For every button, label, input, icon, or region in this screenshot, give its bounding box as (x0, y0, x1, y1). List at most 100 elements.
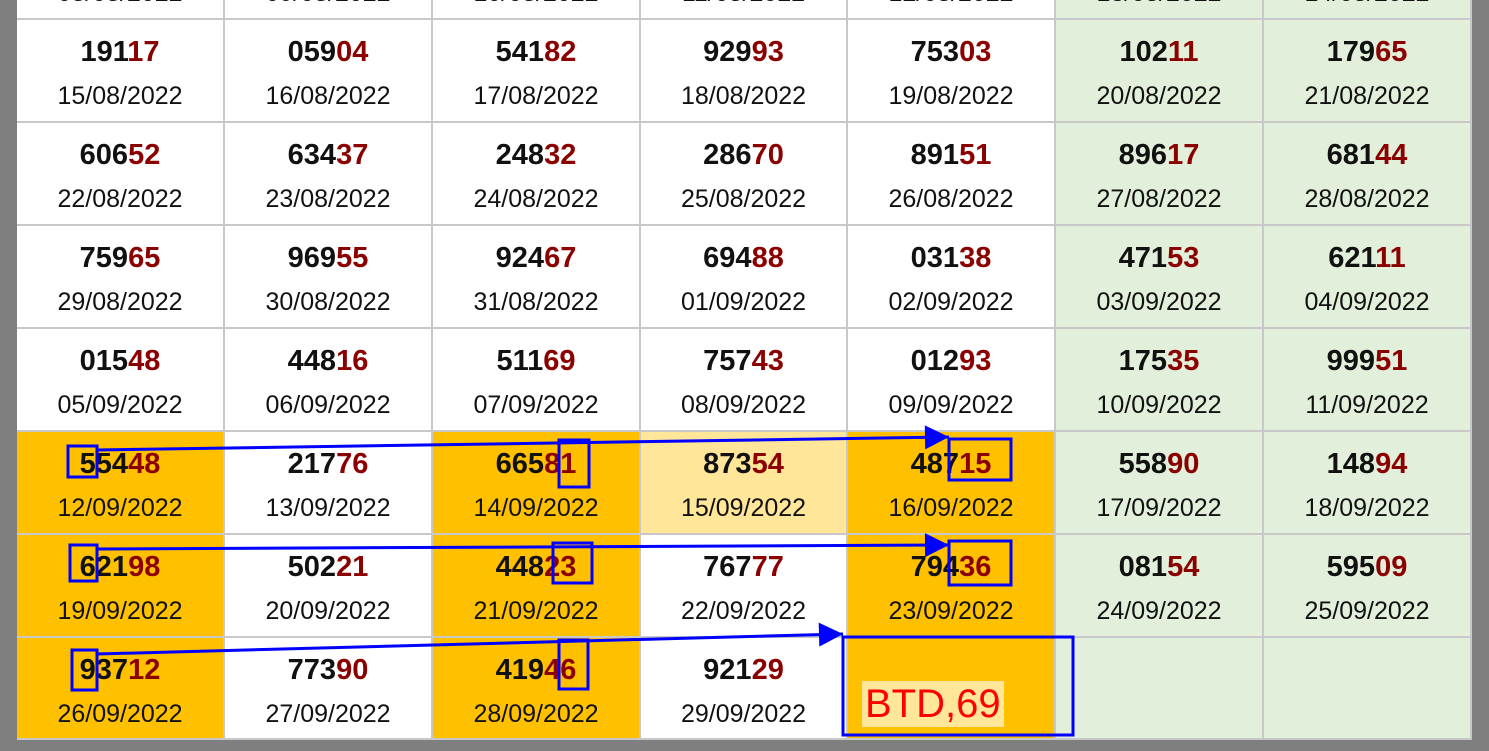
number-tail: 82 (544, 36, 577, 68)
number: 60652 (17, 139, 223, 171)
date: 16/08/2022 (265, 82, 391, 110)
number: 50221 (225, 551, 431, 583)
cell: 54182 17/08/2022 (433, 20, 641, 123)
date: 05/09/2022 (57, 391, 183, 419)
cell: 44823 21/09/2022 (433, 535, 641, 638)
number-tail: 77 (751, 551, 784, 583)
number: 68144 (1264, 139, 1470, 171)
number-head: 921 (703, 654, 752, 686)
number-head: 999 (1326, 345, 1376, 377)
date: 14/08/2022 (1264, 0, 1470, 8)
cell: 47153 03/09/2022 (1056, 226, 1264, 329)
number-tail: 35 (1167, 345, 1200, 377)
number: 76777 (641, 551, 846, 583)
number-head: 694 (703, 242, 752, 274)
date: 01/09/2022 (680, 288, 807, 316)
number-tail: 98 (128, 551, 161, 583)
cell: 41946 28/09/2022 (433, 638, 641, 740)
number-head: 448 (287, 345, 337, 377)
date: 24/09/2022 (1096, 597, 1222, 625)
number: 69488 (641, 242, 846, 274)
number-tail: 23 (544, 551, 577, 583)
number-head: 541 (495, 36, 545, 68)
arrows (96, 425, 950, 656)
number-head: 419 (495, 654, 545, 686)
number: 92467 (433, 242, 639, 274)
number: 19117 (17, 36, 223, 68)
number: 62198 (17, 551, 223, 583)
number-tail: 44 (1375, 139, 1408, 171)
number-tail: 88 (751, 242, 784, 274)
number-head: 634 (287, 139, 337, 171)
number-tail: 09 (1375, 551, 1408, 583)
number: 92129 (641, 654, 846, 686)
cell: 19117 15/08/2022 (17, 20, 225, 123)
date: 11/08/2022 (641, 0, 846, 8)
number-tail: 12 (128, 654, 161, 686)
number-head: 081 (1118, 551, 1168, 583)
number: 44823 (433, 551, 639, 583)
number-tail: 36 (959, 551, 992, 583)
number-tail: 69 (543, 345, 576, 377)
number-tail: 94 (1375, 448, 1408, 480)
annotation: BTD,69 (862, 681, 1004, 727)
number-tail: 37 (336, 139, 369, 171)
cell: 75965 29/08/2022 (17, 226, 225, 329)
number-head: 924 (495, 242, 545, 274)
cell: 77390 27/09/2022 (225, 638, 433, 740)
number: 77390 (225, 654, 431, 686)
cell: 75303 19/08/2022 (848, 20, 1056, 123)
date: 08/08/2022 (17, 0, 223, 8)
number-head: 595 (1326, 551, 1376, 583)
date: 13/09/2022 (265, 494, 391, 522)
number: 51169 (433, 345, 639, 377)
number: 59509 (1264, 551, 1470, 583)
date: 04/09/2022 (1304, 288, 1430, 316)
number-tail: 43 (751, 345, 784, 377)
number-head: 891 (910, 139, 960, 171)
number-tail: 55 (336, 242, 369, 274)
number-head: 448 (495, 551, 545, 583)
date: 12/08/2022 (848, 0, 1054, 8)
date: 27/08/2022 (1096, 185, 1222, 213)
number-head: 937 (79, 654, 129, 686)
cell: 63437 23/08/2022 (225, 123, 433, 226)
cell: 50221 20/09/2022 (225, 535, 433, 638)
date: 17/08/2022 (473, 82, 599, 110)
cell: 24832 24/08/2022 (433, 123, 641, 226)
number-tail: 17 (127, 36, 160, 68)
number: 87354 (641, 448, 846, 480)
date: 20/09/2022 (265, 597, 391, 625)
number-tail: 51 (959, 139, 992, 171)
number: 03138 (848, 242, 1054, 274)
date: 07/09/2022 (473, 391, 599, 419)
number-head: 767 (703, 551, 752, 583)
number: 62111 (1264, 242, 1470, 274)
cell: 59509 25/09/2022 (1264, 535, 1472, 638)
date: 20/08/2022 (1096, 82, 1222, 110)
date: 25/09/2022 (1304, 597, 1430, 625)
cell: 99951 11/09/2022 (1264, 329, 1472, 432)
cell: 44816 06/09/2022 (225, 329, 433, 432)
number-head: 621 (1328, 242, 1376, 274)
date: 09/09/2022 (888, 391, 1014, 419)
cell: 01293 09/09/2022 (848, 329, 1056, 432)
number: 89617 (1056, 139, 1262, 171)
number-head: 102 (1119, 36, 1168, 68)
number: 47153 (1056, 242, 1262, 274)
number: 93712 (17, 654, 223, 686)
date: 18/09/2022 (1304, 494, 1430, 522)
cell: 21776 13/09/2022 (225, 432, 433, 535)
number-tail: 51 (1375, 345, 1408, 377)
number: 17535 (1056, 345, 1262, 377)
date: 09/08/2022 (225, 0, 431, 8)
number-head: 487 (910, 448, 960, 480)
number: 44816 (225, 345, 431, 377)
cell: 60652 22/08/2022 (17, 123, 225, 226)
number-tail: 53 (1167, 242, 1200, 274)
cell: 92467 31/08/2022 (433, 226, 641, 329)
number-head: 191 (80, 36, 128, 68)
cell: 14894 18/09/2022 (1264, 432, 1472, 535)
date: 08/09/2022 (680, 391, 807, 419)
